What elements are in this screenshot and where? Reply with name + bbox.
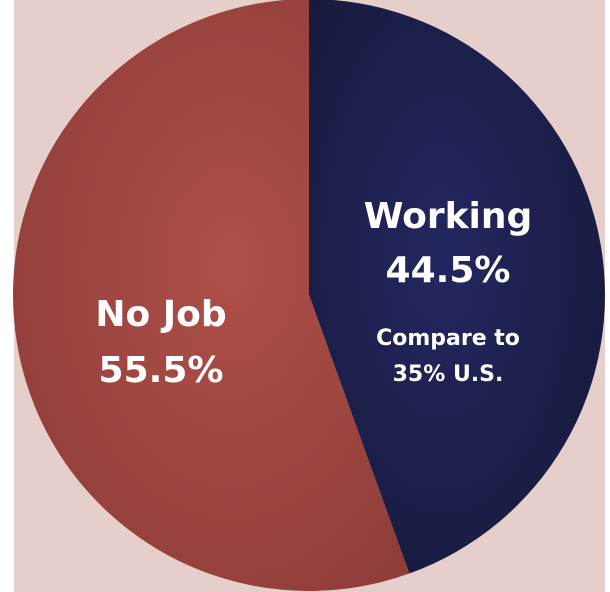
slice-label-no-job: No Job <box>95 294 226 335</box>
slice-value-working: 44.5% <box>386 250 511 291</box>
slice-label-working: Working <box>364 196 533 237</box>
slice-value-no-job: 55.5% <box>99 350 224 391</box>
slice-note-line-2: 35% U.S. <box>393 362 504 387</box>
slice-note-line-1: Compare to <box>376 326 520 351</box>
pie-slice-no-job <box>13 0 410 591</box>
pie-slice-working <box>309 0 605 574</box>
